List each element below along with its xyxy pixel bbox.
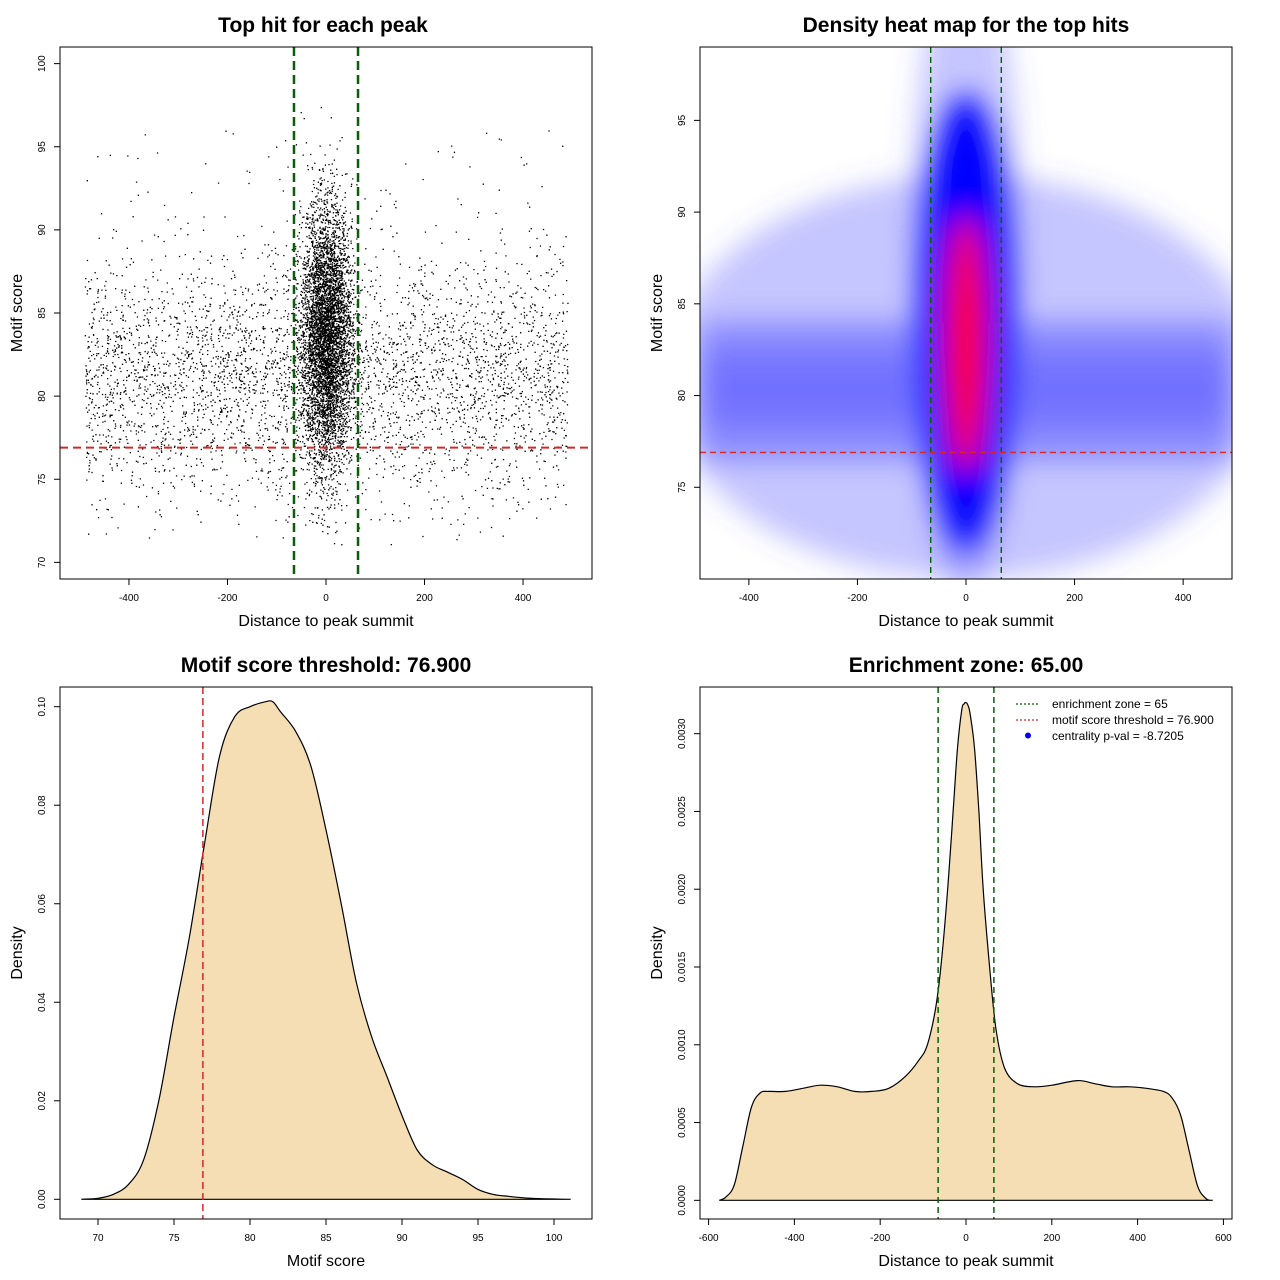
distance-density-ytick-label: 0.0020 bbox=[677, 873, 688, 904]
scatter-ytick-label: 100 bbox=[37, 55, 48, 72]
distance-density-xtick-label: 400 bbox=[1129, 1233, 1146, 1244]
distance-density-panel: Enrichment zone: 65.00 -600 -400 -200 0 200 4… bbox=[649, 654, 1233, 1270]
distance-density-xtick-label: 0 bbox=[963, 1233, 969, 1244]
score-density-x-axis: 70 75 80 85 90 95 100 bbox=[92, 1219, 563, 1244]
score-density-xtick-label: 70 bbox=[92, 1233, 104, 1244]
distance-density-y-axis: 0.0000 0.0005 0.0010 0.0015 0.0020 0.0025 0.00… bbox=[677, 718, 700, 1216]
distance-density-x-axis: -600 -400 -200 0 200 400 600 bbox=[699, 1219, 1232, 1244]
distance-density-title: Enrichment zone: 65.00 bbox=[849, 654, 1084, 677]
score-density-xtick-label: 80 bbox=[244, 1233, 256, 1244]
heatmap-ylabel: Motif score bbox=[649, 274, 666, 352]
score-density-ytick-label: 0.04 bbox=[37, 992, 48, 1012]
scatter-ylabel: Motif score bbox=[9, 274, 26, 352]
distance-density-ytick-label: 0.0005 bbox=[677, 1107, 688, 1138]
distance-density-xtick-label: -200 bbox=[870, 1233, 890, 1244]
heatmap-xtick-label: -200 bbox=[847, 593, 867, 604]
distance-density-ytick-label: 0.0025 bbox=[677, 796, 688, 827]
heatmap-xtick-label: 200 bbox=[1066, 593, 1083, 604]
heatmap-y-axis: 75 80 85 90 95 bbox=[677, 114, 700, 493]
score-density-ytick-label: 0.08 bbox=[37, 795, 48, 815]
score-density-ytick-label: 0.10 bbox=[37, 697, 48, 717]
heatmap-ytick-label: 90 bbox=[677, 206, 688, 218]
scatter-points bbox=[84, 106, 569, 546]
distance-density-ytick-label: 0.0000 bbox=[677, 1185, 688, 1216]
score-density-area bbox=[81, 700, 571, 1200]
scatter-xlabel: Distance to peak summit bbox=[238, 613, 414, 630]
heatmap-xlabel: Distance to peak summit bbox=[878, 613, 1054, 630]
scatter-ytick-label: 90 bbox=[37, 224, 48, 236]
score-density-xtick-label: 90 bbox=[396, 1233, 408, 1244]
distance-density-ytick-label: 0.0010 bbox=[677, 1029, 688, 1060]
score-density-xtick-label: 85 bbox=[320, 1233, 332, 1244]
heatmap-ytick-label: 85 bbox=[677, 298, 688, 310]
score-density-ylabel: Density bbox=[9, 926, 26, 979]
distance-density-xtick-label: 200 bbox=[1043, 1233, 1060, 1244]
heatmap-x-axis: -400 -200 0 200 400 bbox=[739, 579, 1192, 604]
distance-density-area bbox=[719, 702, 1213, 1201]
scatter-y-axis: 70 75 80 85 90 95 100 bbox=[37, 55, 60, 568]
scatter-panel: Top hit for each peak -400 -200 0 200 400 70… bbox=[9, 14, 593, 630]
heatmap-density bbox=[700, 47, 1232, 579]
legend-label: enrichment zone = 65 bbox=[1052, 697, 1168, 711]
legend-symbol-dot bbox=[1025, 732, 1031, 739]
score-density-ytick-label: 0.02 bbox=[37, 1091, 48, 1111]
scatter-xtick-label: 0 bbox=[323, 593, 329, 604]
scatter-ytick-label: 75 bbox=[37, 473, 48, 485]
distance-density-legend: enrichment zone = 65 motif score threshol… bbox=[1016, 697, 1214, 743]
score-density-xtick-label: 75 bbox=[168, 1233, 180, 1244]
heatmap-title: Density heat map for the top hits bbox=[803, 14, 1130, 37]
heatmap-xtick-label: 400 bbox=[1175, 593, 1192, 604]
heat-peak bbox=[946, 215, 986, 473]
score-density-xtick-label: 100 bbox=[546, 1233, 563, 1244]
score-density-curve bbox=[81, 700, 571, 1200]
score-density-title: Motif score threshold: 76.900 bbox=[181, 654, 472, 677]
heatmap-ytick-label: 95 bbox=[677, 114, 688, 126]
scatter-x-axis: -400 -200 0 200 400 bbox=[119, 579, 532, 604]
distance-density-ylabel: Density bbox=[649, 926, 666, 979]
distance-density-xtick-label: -400 bbox=[784, 1233, 804, 1244]
heatmap-ytick-label: 75 bbox=[677, 481, 688, 493]
distance-density-xtick-label: 600 bbox=[1215, 1233, 1232, 1244]
heatmap-ytick-label: 80 bbox=[677, 390, 688, 402]
scatter-title: Top hit for each peak bbox=[218, 14, 428, 37]
scatter-point bbox=[84, 106, 569, 546]
scatter-xtick-label: -400 bbox=[119, 593, 139, 604]
distance-density-ytick-label: 0.0015 bbox=[677, 951, 688, 982]
distance-density-xlabel: Distance to peak summit bbox=[878, 1253, 1054, 1270]
score-density-xlabel: Motif score bbox=[287, 1253, 365, 1270]
score-density-ytick-label: 0.06 bbox=[37, 894, 48, 914]
scatter-ytick-label: 95 bbox=[37, 141, 48, 153]
score-density-xtick-label: 95 bbox=[472, 1233, 484, 1244]
scatter-ytick-label: 85 bbox=[37, 307, 48, 319]
scatter-xtick-label: 200 bbox=[416, 593, 433, 604]
legend-label: centrality p-val = -8.7205 bbox=[1052, 729, 1184, 743]
distance-density-curve bbox=[719, 701, 1213, 1201]
score-density-panel: Motif score threshold: 76.900 70 75 80 85 90… bbox=[9, 654, 593, 1270]
score-density-y-axis: 0.00 0.02 0.04 0.06 0.08 0.10 bbox=[37, 697, 60, 1209]
score-density-ytick-label: 0.00 bbox=[37, 1189, 48, 1209]
heatmap-panel: Density heat map for the top hits -400 -2… bbox=[649, 14, 1233, 630]
scatter-xtick-label: 400 bbox=[515, 593, 532, 604]
scatter-xtick-label: -200 bbox=[217, 593, 237, 604]
heatmap-xtick-label: -400 bbox=[739, 593, 759, 604]
scatter-ytick-label: 80 bbox=[37, 390, 48, 402]
distance-density-xtick-label: -600 bbox=[699, 1233, 719, 1244]
distance-density-ytick-label: 0.0030 bbox=[677, 718, 688, 749]
heatmap-xtick-label: 0 bbox=[963, 593, 969, 604]
legend-label: motif score threshold = 76.900 bbox=[1052, 713, 1214, 727]
scatter-ytick-label: 70 bbox=[37, 556, 48, 568]
